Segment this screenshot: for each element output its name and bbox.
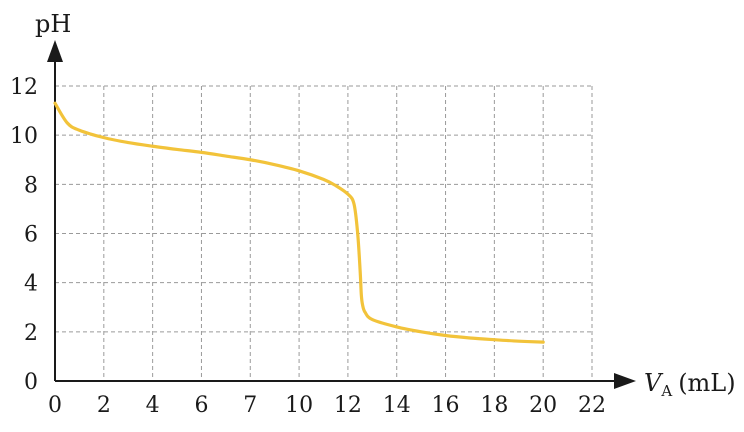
y-tick-label: 8 xyxy=(24,173,38,198)
x-tick-label: 6 xyxy=(194,393,208,418)
x-tick-label: 12 xyxy=(334,393,362,418)
x-tick-label: 4 xyxy=(146,393,160,418)
x-tick-label: 22 xyxy=(578,393,606,418)
x-axis-title-var: V xyxy=(644,369,664,397)
titration-curve xyxy=(53,101,545,344)
series-group xyxy=(53,101,545,344)
y-tick-labels: 0 2 4 6 8 10 12 xyxy=(10,75,38,395)
x-axis-title: VA (mL) xyxy=(644,369,736,400)
y-axis-title: pH xyxy=(35,10,71,38)
x-tick-label: 2 xyxy=(97,393,111,418)
x-tick-labels: 0 2 4 6 7 10 12 14 16 18 20 22 xyxy=(48,393,606,418)
x-tick-label: 20 xyxy=(529,393,557,418)
x-tick-label: 14 xyxy=(383,393,411,418)
x-tick-label: 10 xyxy=(285,393,313,418)
x-tick-label: 18 xyxy=(480,393,508,418)
y-tick-label: 10 xyxy=(10,124,38,149)
y-tick-label: 12 xyxy=(10,75,38,100)
grid xyxy=(55,85,593,381)
x-axis-title-unit: (mL) xyxy=(678,369,735,397)
y-tick-label: 2 xyxy=(24,321,38,346)
axes xyxy=(47,40,636,389)
y-tick-label: 0 xyxy=(24,370,38,395)
x-axis-arrow xyxy=(614,373,636,389)
x-axis-title-sub: A xyxy=(660,382,672,400)
x-tick-label: 7 xyxy=(243,393,257,418)
y-tick-label: 6 xyxy=(24,223,38,248)
y-tick-label: 4 xyxy=(24,272,38,297)
x-tick-label: 16 xyxy=(432,393,460,418)
y-axis-arrow xyxy=(47,40,63,62)
x-tick-label: 0 xyxy=(48,393,62,418)
